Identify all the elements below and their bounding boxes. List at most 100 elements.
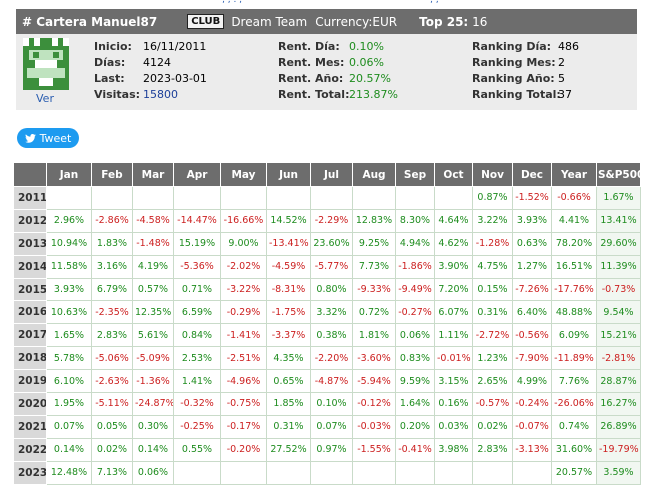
month-return-cell: 6.10%: [46, 369, 92, 394]
tweet-button[interactable]: Tweet: [17, 128, 79, 148]
month-return-cell: 12.83%: [352, 208, 396, 233]
year-return-cell: 7.76%: [551, 369, 597, 394]
portfolio-title[interactable]: # Cartera Manuel87: [22, 14, 158, 29]
month-return-cell: 4.64%: [434, 208, 473, 233]
month-return-cell: 0.20%: [395, 414, 435, 439]
month-return-cell: 4.19%: [132, 254, 174, 279]
rank-ano-label: Ranking Año:: [472, 72, 555, 85]
column-header: Feb: [91, 162, 133, 187]
month-return-cell: 0.38%: [310, 323, 353, 348]
month-return-cell: 7.73%: [352, 254, 396, 279]
month-return-cell: -2.02%: [220, 254, 267, 279]
visitas-label[interactable]: Visitas:: [94, 88, 141, 101]
month-return-cell: -0.32%: [173, 392, 221, 416]
rank-dia-value: 486: [558, 40, 579, 53]
month-return-cell: 0.97%: [310, 437, 353, 462]
month-return-cell: -5.09%: [132, 346, 174, 371]
month-return-cell: 0.84%: [173, 323, 221, 348]
rent-mes-label: Rent. Mes:: [278, 56, 345, 69]
month-return-cell: -1.48%: [132, 231, 174, 256]
team-name: Dream Team: [231, 14, 308, 29]
month-return-cell: -13.41%: [266, 231, 311, 256]
month-return-cell: -2.63%: [91, 369, 133, 394]
year-return-cell: 20.57%: [551, 460, 597, 485]
month-return-cell: -3.37%: [266, 323, 311, 348]
year-return-cell: 48.88%: [551, 300, 597, 325]
month-return-cell: -1.55%: [352, 437, 396, 462]
sp500-cell: 11.39%: [596, 254, 641, 279]
month-return-cell: 1.41%: [173, 369, 221, 394]
year-cell: 2014: [13, 254, 47, 279]
rent-mes-value: 0.06%: [349, 56, 384, 69]
month-return-cell: -1.36%: [132, 369, 174, 394]
green-castle-avatar-icon[interactable]: [23, 38, 69, 90]
sp500-cell: 9.54%: [596, 300, 641, 325]
rank-total-value: 37: [558, 88, 572, 101]
rank-ano-value: 5: [558, 72, 565, 85]
month-return-cell: 0.55%: [173, 437, 221, 462]
month-return-cell: 0.10%: [310, 392, 353, 416]
year-return-cell: 4.41%: [551, 208, 597, 233]
column-header: Jan: [46, 162, 92, 187]
month-return-cell: -2.72%: [472, 323, 513, 348]
month-return-cell: -14.47%: [173, 208, 221, 233]
column-header: Sep: [395, 162, 435, 187]
month-return-cell: [220, 460, 267, 485]
month-return-cell: -4.58%: [132, 208, 174, 233]
year-cell: 2016: [13, 300, 47, 325]
sp500-cell: 16.27%: [596, 392, 641, 416]
month-return-cell: [310, 460, 353, 485]
month-return-cell: 1.83%: [91, 231, 133, 256]
column-header: Jul: [310, 162, 353, 187]
month-return-cell: -0.01%: [434, 346, 473, 371]
table-row: 2015 3.93% 6.79% 0.57% 0.71% -3.22% -8.31% 0.80…: [13, 277, 641, 302]
month-return-cell: -3.22%: [220, 277, 267, 302]
month-return-cell: 0.87%: [472, 186, 513, 210]
month-return-cell: -0.17%: [220, 414, 267, 439]
month-return-cell: 14.52%: [266, 208, 311, 233]
column-header: Year: [551, 162, 597, 187]
month-return-cell: -0.75%: [220, 392, 267, 416]
month-return-cell: 23.60%: [310, 231, 353, 256]
dias-label: Días:: [94, 56, 126, 69]
sp500-cell: 29.60%: [596, 231, 641, 256]
month-return-cell: 4.75%: [472, 254, 513, 279]
month-return-cell: 0.31%: [266, 414, 311, 439]
month-return-cell: 15.19%: [173, 231, 221, 256]
month-return-cell: [173, 186, 221, 210]
month-return-cell: 6.79%: [91, 277, 133, 302]
ver-link[interactable]: Ver: [36, 92, 54, 105]
column-header: Oct: [434, 162, 473, 187]
year-return-cell: 31.60%: [551, 437, 597, 462]
month-return-cell: 3.90%: [434, 254, 473, 279]
table-row: 2020 1.95% -5.11% -24.87% -0.32% -0.75% 1.85% 0…: [13, 392, 641, 416]
rank-dia-label: Ranking Día:: [472, 40, 552, 53]
month-return-cell: -5.06%: [91, 346, 133, 371]
month-return-cell: -0.25%: [173, 414, 221, 439]
rent-total-value: 213.87%: [349, 88, 398, 101]
month-return-cell: -0.29%: [220, 300, 267, 325]
month-return-cell: 6.59%: [173, 300, 221, 325]
month-return-cell: -4.59%: [266, 254, 311, 279]
month-return-cell: [266, 460, 311, 485]
avatar-graphic: [23, 38, 69, 90]
month-return-cell: [395, 186, 435, 210]
month-return-cell: -2.35%: [91, 300, 133, 325]
year-return-cell: -17.76%: [551, 277, 597, 302]
month-return-cell: 3.15%: [434, 369, 473, 394]
last-label: Last:: [94, 72, 125, 85]
dias-value: 4124: [143, 56, 171, 69]
month-return-cell: 0.31%: [472, 300, 513, 325]
month-return-cell: 9.25%: [352, 231, 396, 256]
month-return-cell: 0.06%: [395, 323, 435, 348]
month-return-cell: [395, 460, 435, 485]
month-return-cell: 0.02%: [472, 414, 513, 439]
year-cell: 2011: [13, 186, 47, 210]
month-return-cell: 3.32%: [310, 300, 353, 325]
sp500-cell: 26.89%: [596, 414, 641, 439]
month-return-cell: -0.41%: [395, 437, 435, 462]
month-return-cell: 3.93%: [512, 208, 552, 233]
currency-label: Currency:EUR: [315, 14, 398, 29]
month-return-cell: -7.26%: [512, 277, 552, 302]
sp500-cell: 1.67%: [596, 186, 641, 210]
